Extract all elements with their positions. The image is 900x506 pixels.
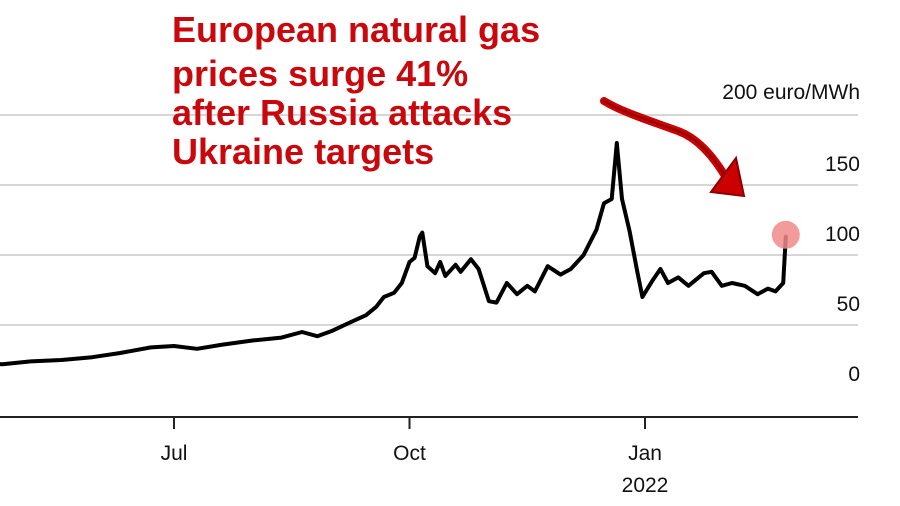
headline: European natural gas prices surge 41% af… — [172, 9, 550, 172]
headline-line-1: European natural gas — [172, 9, 540, 50]
y-tick-label: 50 — [837, 293, 860, 316]
x-tick-label: Jul — [161, 442, 188, 465]
x-tick-year-label: 2022 — [622, 474, 669, 497]
x-tick-layer: Jul Oct Jan 2022 — [161, 417, 669, 497]
x-tick-label: Jan — [628, 442, 662, 465]
headline-line-2: prices surge 41% — [172, 53, 468, 94]
y-tick-label: 150 — [825, 153, 860, 176]
red-hand-drawn-arrow-icon — [600, 97, 746, 198]
y-tick-layer: 0 50 100 150 200 euro/MWh — [722, 81, 860, 386]
y-tick-label: 0 — [848, 363, 860, 386]
headline-line-3: after Russia attacks — [172, 92, 512, 133]
price-series-line — [0, 141, 788, 367]
y-tick-label: 200 euro/MWh — [722, 81, 860, 104]
grid-layer — [0, 114, 858, 326]
headline-line-4: Ukraine targets — [172, 131, 434, 172]
y-tick-label: 100 — [825, 223, 860, 246]
latest-price-dot — [771, 220, 800, 249]
x-tick-label: Oct — [393, 442, 426, 465]
